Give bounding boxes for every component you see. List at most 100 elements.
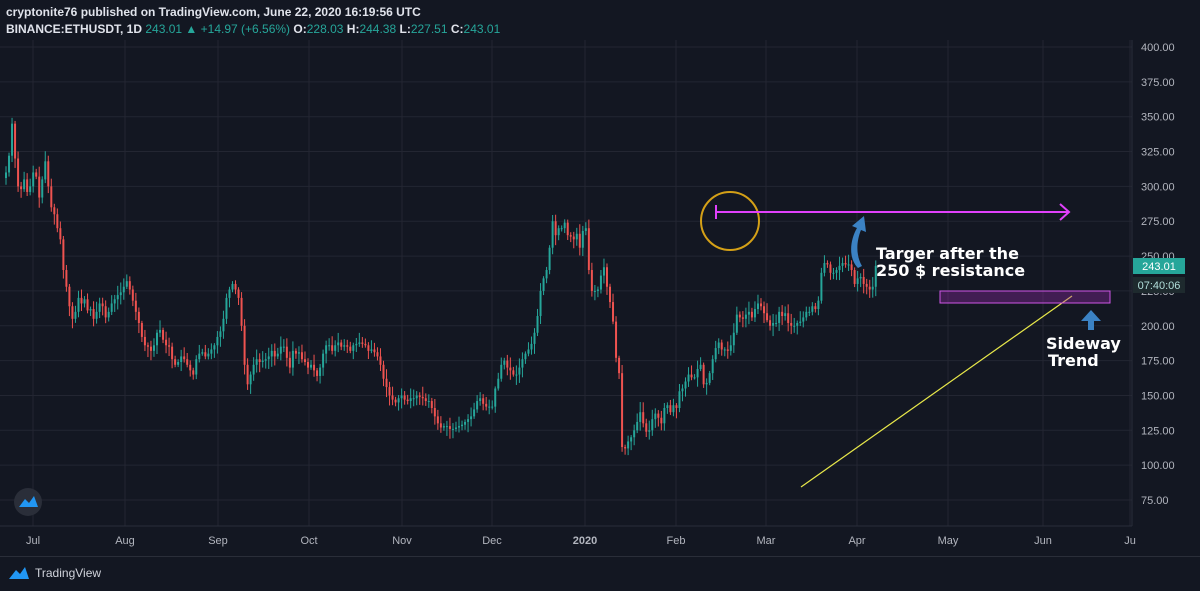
candle-body xyxy=(59,228,62,240)
grid xyxy=(0,40,1132,526)
x-tick-label: Apr xyxy=(848,535,865,547)
x-tick-label: Dec xyxy=(482,535,502,547)
tv-logo-button[interactable] xyxy=(14,488,42,516)
candle-body xyxy=(442,426,445,428)
candle-body xyxy=(41,179,44,198)
candle-body xyxy=(156,332,158,346)
candle-body xyxy=(581,230,584,248)
candle-body xyxy=(29,186,32,192)
candle-body xyxy=(473,409,476,417)
y-tick-label: 175.00 xyxy=(1141,356,1175,368)
candle-body xyxy=(282,346,285,348)
candle-body xyxy=(162,329,165,340)
candle-body xyxy=(778,311,781,323)
candle-body xyxy=(412,398,415,400)
candle-body xyxy=(675,405,678,409)
candle-body xyxy=(781,311,784,317)
candle-body xyxy=(74,311,77,319)
price-chart[interactable]: 400.00375.00350.00325.00300.00275.00250.… xyxy=(0,0,1200,556)
candle-body xyxy=(744,314,747,319)
candle-body xyxy=(769,320,772,326)
svg-text:243.01: 243.01 xyxy=(1142,261,1176,273)
candle-body xyxy=(294,350,297,354)
y-tick-label: 100.00 xyxy=(1141,460,1175,472)
candle-body xyxy=(213,345,216,350)
y-tick-label: 400.00 xyxy=(1141,42,1175,54)
high-label: H: xyxy=(346,22,360,36)
candle-body xyxy=(756,303,759,310)
candle-body xyxy=(331,345,334,351)
candle-body xyxy=(316,370,319,376)
candle-body xyxy=(80,297,83,304)
candle-body xyxy=(421,396,424,399)
candle-body xyxy=(802,317,805,322)
curved-arrow-icon xyxy=(851,216,866,268)
candle-body xyxy=(137,311,140,323)
candle-body xyxy=(599,275,602,290)
sideway-annotation-line2: Trend xyxy=(1048,351,1099,370)
candle-body xyxy=(847,264,850,266)
candle-body xyxy=(222,318,225,332)
tradingview-brand[interactable]: TradingView xyxy=(8,566,101,580)
candle-body xyxy=(346,345,349,347)
candle-body xyxy=(684,381,687,389)
candle-body xyxy=(545,270,548,279)
candle-body xyxy=(373,349,376,353)
y-tick-label: 325.00 xyxy=(1141,147,1175,159)
candle-body xyxy=(820,272,823,301)
change-arrow-icon: ▲ xyxy=(185,22,198,36)
candle-body xyxy=(687,374,690,382)
y-tick-label: 75.00 xyxy=(1141,495,1169,507)
candle-body xyxy=(747,311,750,315)
candle-body xyxy=(234,283,237,290)
trend-line[interactable] xyxy=(800,295,1073,488)
y-tick-label: 200.00 xyxy=(1141,321,1175,333)
candle-body xyxy=(714,348,717,360)
candle-body xyxy=(760,303,762,307)
candle-body xyxy=(319,367,322,376)
candle-body xyxy=(180,356,183,363)
candle-body xyxy=(808,311,811,313)
candle-body xyxy=(322,353,325,368)
candle-body xyxy=(627,441,630,449)
symbol: BINANCE:ETHUSDT, 1D xyxy=(6,22,143,36)
candle-body xyxy=(50,186,53,208)
candle-body xyxy=(328,345,331,347)
candle-body xyxy=(385,378,388,388)
candle-body xyxy=(95,311,98,319)
candle-body xyxy=(467,419,470,422)
candle-body xyxy=(494,388,497,407)
candle-body xyxy=(717,342,720,349)
candle-body xyxy=(841,263,844,266)
candle-body xyxy=(793,325,796,327)
candle-body xyxy=(678,391,681,409)
candle-body xyxy=(835,270,838,273)
candle-body xyxy=(811,306,814,312)
candle-body xyxy=(20,186,23,190)
candle-body xyxy=(168,345,171,347)
candle-body xyxy=(62,239,65,271)
x-tick-label: Ju xyxy=(1124,535,1136,547)
top-circle[interactable] xyxy=(700,191,760,251)
x-tick-label: Jun xyxy=(1034,535,1052,547)
candle-body xyxy=(116,295,119,300)
candle-body xyxy=(195,359,198,375)
candle-body xyxy=(258,359,261,363)
candle-body xyxy=(563,222,566,229)
candle-body xyxy=(307,362,309,368)
candle-body xyxy=(790,322,793,326)
candle-body xyxy=(557,228,560,236)
candle-body xyxy=(663,408,666,424)
candle-body xyxy=(584,228,587,231)
candle-body xyxy=(104,306,107,318)
candle-body xyxy=(708,373,711,383)
candle-body xyxy=(729,345,732,351)
candle-body xyxy=(720,342,723,350)
candle-body xyxy=(753,309,756,318)
candle-body xyxy=(131,289,134,301)
sideway-zone[interactable] xyxy=(939,290,1111,304)
candle-body xyxy=(624,447,627,449)
candle-body xyxy=(587,228,590,271)
candle-body xyxy=(630,437,633,442)
candle-body xyxy=(871,286,874,290)
